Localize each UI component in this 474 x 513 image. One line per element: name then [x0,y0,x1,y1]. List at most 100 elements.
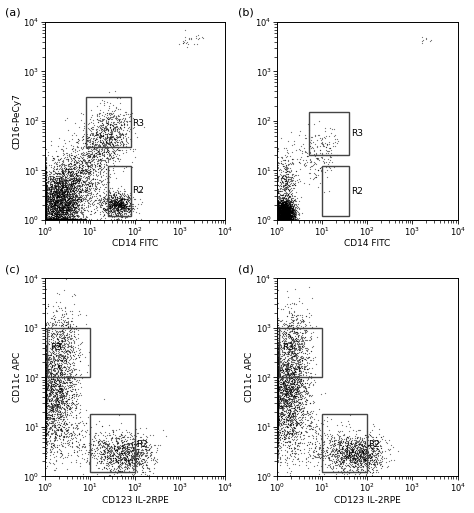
Point [279,208,286,216]
Point [97,439,104,447]
Point [274,205,282,213]
Point [46,192,54,201]
Point [356,452,363,460]
Point [74,182,82,190]
Point [121,435,129,443]
Point [274,345,282,353]
Point [55,212,63,221]
Point [277,402,285,410]
Point [283,210,290,218]
Point [119,202,127,210]
Point [291,438,299,446]
Point [278,408,285,416]
Point [51,403,58,411]
Point [56,407,64,415]
Point [59,203,67,211]
Point [68,215,75,224]
Point [70,151,78,160]
Point [70,394,78,402]
Point [283,215,291,223]
Point [77,195,85,204]
Point [277,431,284,439]
Point [112,135,119,144]
Point [284,205,292,213]
Point [107,130,115,139]
Point [62,348,69,356]
Point [338,454,346,462]
Point [285,211,293,219]
Point [118,207,126,215]
Point [57,385,64,393]
Point [108,128,115,136]
Point [66,429,73,437]
Point [276,215,284,224]
Point [373,440,381,448]
Point [59,390,66,399]
Point [274,205,282,213]
Point [60,383,67,391]
Point [70,325,78,333]
Point [125,447,132,455]
Point [284,202,292,210]
Point [66,360,73,368]
Point [63,331,71,339]
Point [49,388,57,396]
Point [290,211,298,219]
Point [53,198,61,206]
Point [51,419,59,427]
Point [49,392,56,400]
Point [288,417,295,425]
Point [281,197,288,205]
Point [52,214,59,223]
Point [45,184,53,192]
Point [53,193,60,201]
Point [93,444,101,452]
Point [43,419,51,427]
Point [53,330,60,338]
Point [55,387,63,396]
Point [301,344,309,352]
Point [291,208,298,216]
Point [48,196,55,204]
Point [51,402,59,410]
Point [286,208,293,216]
Point [284,211,292,220]
Point [42,366,49,374]
Point [284,200,292,208]
Point [64,402,72,410]
Point [285,202,292,210]
Point [281,197,289,205]
Point [361,455,369,463]
Point [274,417,282,425]
Point [295,356,303,364]
Point [335,446,342,454]
Point [332,457,340,465]
Point [138,450,146,459]
Point [115,456,123,464]
Point [294,332,302,341]
Point [57,210,65,219]
Point [59,168,67,176]
Point [280,206,288,214]
Point [291,372,299,381]
Point [293,365,301,373]
Point [42,204,49,212]
Point [312,173,319,182]
Point [282,202,290,210]
Point [336,458,344,466]
Point [285,322,293,330]
Point [275,172,283,180]
Point [56,364,64,372]
Point [301,327,309,336]
Point [132,458,139,466]
Point [57,449,64,458]
Point [274,394,282,402]
Point [73,162,80,170]
Point [65,167,73,175]
Point [52,179,60,187]
Point [49,215,57,224]
Point [290,154,297,163]
Point [284,416,292,424]
Point [279,410,286,418]
Point [274,153,282,161]
